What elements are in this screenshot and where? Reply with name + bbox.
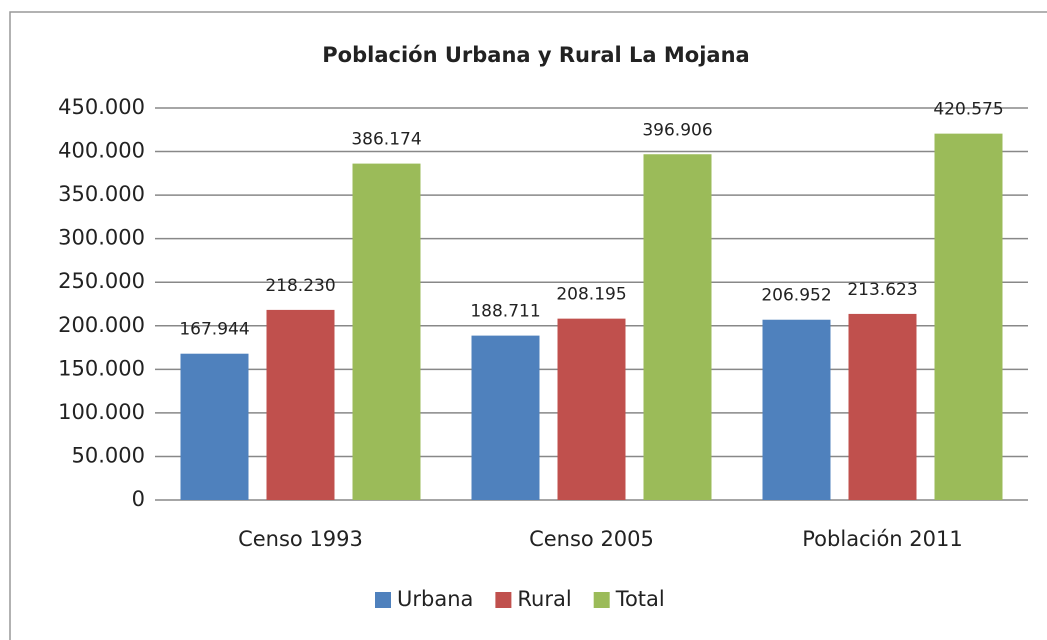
value-label: 213.623 bbox=[847, 280, 917, 300]
y-tick-label: 250.000 bbox=[58, 269, 145, 293]
chart-title: Población Urbana y Rural La Mojana bbox=[322, 43, 749, 67]
legend-label: Total bbox=[615, 587, 665, 611]
bar bbox=[762, 319, 831, 500]
bar bbox=[643, 154, 712, 500]
y-tick-label: 350.000 bbox=[58, 182, 145, 206]
y-tick-label: 400.000 bbox=[58, 139, 145, 163]
legend-label: Rural bbox=[517, 587, 571, 611]
y-tick-label: 0 bbox=[132, 487, 145, 511]
y-tick-label: 300.000 bbox=[58, 226, 145, 250]
bar bbox=[934, 133, 1003, 500]
y-tick-label: 200.000 bbox=[58, 313, 145, 337]
bar bbox=[352, 163, 421, 500]
bar bbox=[266, 309, 335, 500]
y-tick-label: 100.000 bbox=[58, 400, 145, 424]
value-label: 208.195 bbox=[556, 285, 626, 305]
bar bbox=[471, 335, 540, 500]
value-label: 396.906 bbox=[642, 120, 712, 140]
legend-swatch bbox=[375, 592, 391, 608]
bar bbox=[848, 313, 917, 500]
x-tick-label: Censo 2005 bbox=[529, 527, 654, 551]
value-label: 167.944 bbox=[179, 320, 249, 340]
bar bbox=[180, 353, 249, 500]
value-label: 386.174 bbox=[351, 130, 421, 150]
value-label: 420.575 bbox=[933, 100, 1003, 120]
y-tick-label: 150.000 bbox=[58, 356, 145, 380]
legend-swatch bbox=[593, 592, 610, 608]
x-tick-label: Población 2011 bbox=[802, 527, 962, 551]
legend-swatch bbox=[495, 592, 512, 608]
value-label: 218.230 bbox=[265, 276, 335, 296]
y-tick-label: 450.000 bbox=[58, 95, 145, 119]
value-label: 206.952 bbox=[761, 286, 831, 306]
x-tick-label: Censo 1993 bbox=[238, 527, 363, 551]
value-label: 188.711 bbox=[470, 302, 540, 322]
y-tick-label: 50.000 bbox=[72, 443, 145, 467]
bar bbox=[557, 318, 626, 500]
legend-label: Urbana bbox=[397, 587, 473, 611]
